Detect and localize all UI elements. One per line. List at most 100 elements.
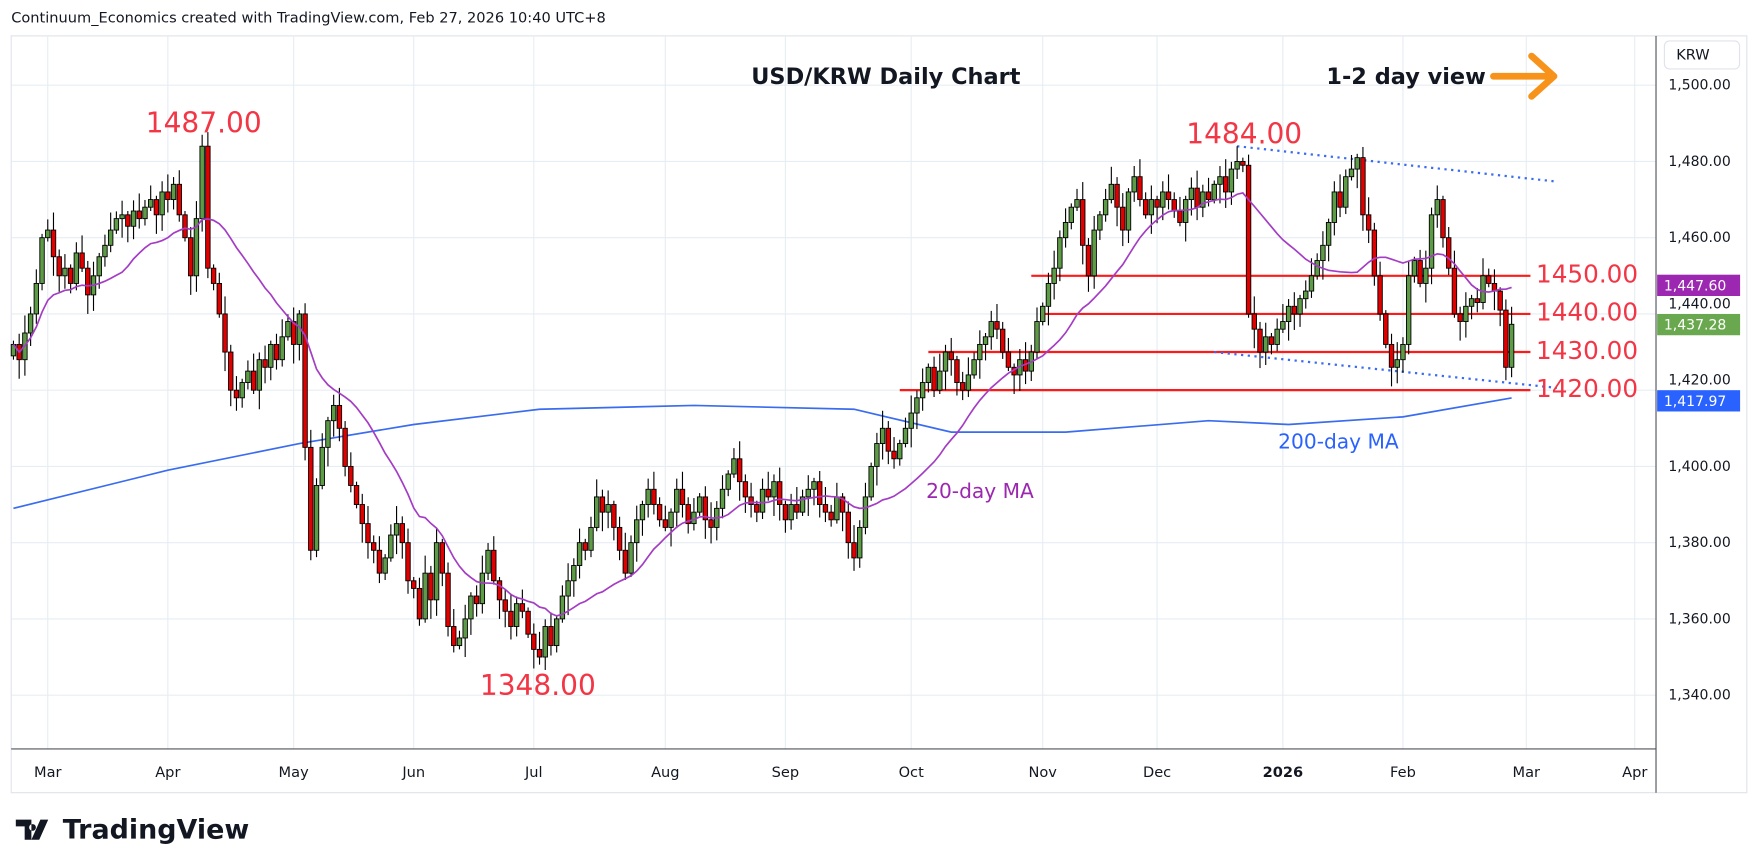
candle-down <box>205 145 211 269</box>
price-tick: 1,340.00 <box>1668 686 1731 703</box>
candle-up <box>634 519 640 544</box>
level-label: 1420.00 <box>1536 375 1639 404</box>
candle-down <box>336 404 343 429</box>
candle-down <box>1120 206 1126 231</box>
candle-down <box>679 488 686 505</box>
candle-up <box>857 526 863 559</box>
candle-down <box>1388 343 1395 368</box>
candle-down <box>428 572 434 601</box>
candle-down <box>1503 309 1509 368</box>
candle-up <box>1434 199 1440 216</box>
candle-up <box>902 427 909 444</box>
candle-down <box>1194 187 1200 208</box>
candle-down <box>250 370 257 391</box>
candle-down <box>1446 237 1452 269</box>
candle-up <box>1308 275 1315 292</box>
candle-up <box>1211 183 1217 201</box>
candle-down <box>736 458 743 483</box>
candle-up <box>330 404 337 422</box>
candle-up <box>674 488 680 513</box>
support-resistance-levels <box>899 274 1531 392</box>
ma20-label: 20-day MA <box>926 479 1034 504</box>
trend-line <box>1237 145 1558 183</box>
candle-down <box>228 351 234 391</box>
candle-down <box>176 183 182 216</box>
candle-down <box>125 214 131 227</box>
tradingview-logo[interactable]: TradingView <box>15 814 250 845</box>
candle-up <box>456 637 463 647</box>
candle-down <box>308 446 314 551</box>
candle-up <box>39 237 45 284</box>
candle-down <box>182 214 188 239</box>
candle-down <box>405 542 411 582</box>
candle-up <box>1274 328 1280 345</box>
candle-down <box>999 328 1006 353</box>
candle-up <box>513 603 520 627</box>
candle-down <box>1337 191 1343 208</box>
candle-up <box>788 504 794 521</box>
chart-frame <box>10 35 1748 794</box>
candle-up <box>1217 176 1223 185</box>
candle-up <box>1091 229 1097 277</box>
candle-down <box>1080 199 1086 246</box>
candle-down <box>1005 351 1012 368</box>
candle-up <box>1354 157 1360 170</box>
time-tick: Oct <box>898 764 924 782</box>
candle-up <box>468 595 474 620</box>
candle-down <box>531 633 537 650</box>
time-tick: Feb <box>1390 764 1416 782</box>
candle-up <box>1394 359 1400 368</box>
candle-up <box>982 336 989 345</box>
candle-up <box>1400 343 1406 361</box>
candle-down <box>496 580 503 601</box>
candle-up <box>1068 206 1074 223</box>
candle-up <box>799 496 806 513</box>
candle-up <box>1108 183 1115 201</box>
candle-down <box>56 256 62 277</box>
candle-down <box>828 511 834 521</box>
candle-down <box>1486 275 1492 284</box>
time-tick: Jun <box>402 764 426 782</box>
candle-up <box>319 446 325 486</box>
ma20-path <box>12 191 1512 617</box>
candle-up <box>1040 305 1046 323</box>
candle-up <box>1125 191 1132 231</box>
candle-up <box>628 542 634 574</box>
currency-button[interactable]: KRW <box>1663 40 1741 70</box>
candle-down <box>1497 290 1503 311</box>
candle-up <box>594 496 600 528</box>
candle-down <box>839 496 846 513</box>
candle-up <box>256 359 263 391</box>
candle-up <box>925 366 932 384</box>
candle-up <box>1228 168 1235 193</box>
grid <box>11 35 1657 749</box>
candle-down <box>233 389 240 399</box>
candle-up <box>62 267 68 277</box>
candle-up <box>147 199 154 208</box>
candle-down <box>262 359 268 368</box>
candle-up <box>874 443 880 467</box>
candle-down <box>359 504 365 525</box>
candle-down <box>376 549 383 574</box>
candle-down <box>1457 313 1463 323</box>
candle-down <box>473 595 480 605</box>
ma20-price-tag: 1,447.60 <box>1657 274 1741 296</box>
candle-up <box>1051 267 1057 284</box>
candle-down <box>439 542 446 574</box>
candle-up <box>485 549 491 574</box>
candle-down <box>616 526 623 551</box>
candle-up <box>862 496 869 528</box>
time-tick: Apr <box>155 764 181 782</box>
candle-down <box>508 610 514 627</box>
candle-down <box>1085 244 1092 277</box>
candle-up <box>1234 161 1240 170</box>
candle-up <box>1405 275 1412 345</box>
candle-down <box>445 572 451 627</box>
candle-down <box>302 313 308 448</box>
candle-down <box>451 626 457 647</box>
candle-down <box>1360 157 1366 216</box>
candle-down <box>994 321 1000 330</box>
candle-down <box>656 504 663 521</box>
